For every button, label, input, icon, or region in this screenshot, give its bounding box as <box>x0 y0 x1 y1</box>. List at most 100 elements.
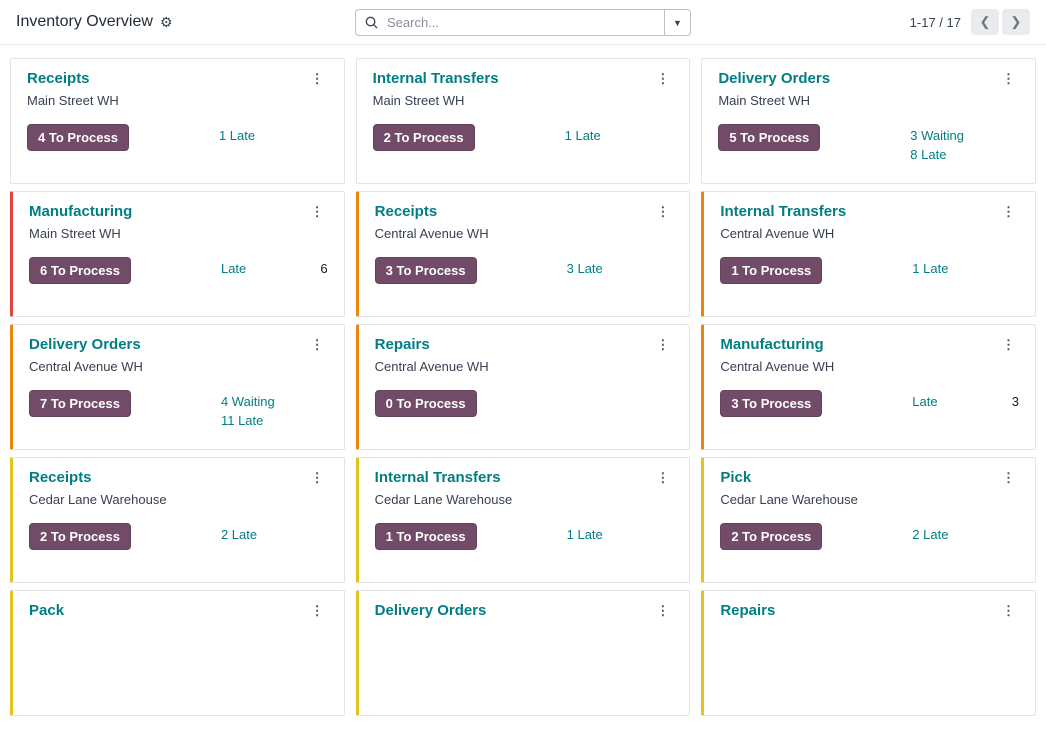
kebab-menu-icon[interactable]: ⋮ <box>1001 337 1015 352</box>
kebab-menu-icon[interactable]: ⋮ <box>310 470 324 485</box>
card-title-link[interactable]: Receipts <box>27 70 90 87</box>
kebab-menu-icon[interactable]: ⋮ <box>1001 603 1015 618</box>
kebab-menu-icon[interactable]: ⋮ <box>656 204 670 219</box>
card-header: Pack ⋮ <box>29 602 328 620</box>
card-title-link[interactable]: Internal Transfers <box>720 203 847 220</box>
card-links: 3 Late <box>567 257 603 276</box>
card-body-row <box>29 636 328 640</box>
status-link[interactable]: 11 Late <box>220 413 264 428</box>
card-links: 1 Late <box>565 124 601 143</box>
card-links: 4 Waiting 11 Late <box>221 390 275 428</box>
card-warehouse: Cedar Lane Warehouse <box>29 492 167 507</box>
pager-next-button[interactable]: ❯ <box>1002 9 1030 35</box>
card-header: Repairs ⋮ <box>375 336 674 354</box>
card-title-link[interactable]: Receipts <box>29 469 92 486</box>
status-link[interactable]: 3 Waiting <box>910 128 965 143</box>
to-process-button[interactable]: 2 To Process <box>29 523 131 550</box>
status-link[interactable]: 4 Waiting <box>220 394 275 409</box>
status-link[interactable]: 1 Late <box>564 128 601 143</box>
kebab-menu-icon[interactable]: ⋮ <box>310 204 324 219</box>
kebab-menu-icon[interactable]: ⋮ <box>656 337 670 352</box>
card-warehouse: Main Street WH <box>372 93 465 108</box>
card-title-link[interactable]: Pack <box>29 602 65 619</box>
to-process-button[interactable]: 3 To Process <box>374 257 477 284</box>
kebab-menu-icon[interactable]: ⋮ <box>310 71 324 86</box>
status-link[interactable]: Late <box>912 394 938 409</box>
page-title-text: Inventory Overview <box>16 13 153 30</box>
to-process-button[interactable]: 7 To Process <box>29 390 131 417</box>
card-title-link[interactable]: Internal Transfers <box>374 469 501 486</box>
card-links: 1 Late <box>219 124 255 143</box>
status-link[interactable]: Late <box>220 261 247 276</box>
kebab-menu-icon[interactable]: ⋮ <box>1001 71 1015 86</box>
card-warehouse: Cedar Lane Warehouse <box>374 492 513 507</box>
to-process-button[interactable]: 5 To Process <box>718 124 821 151</box>
to-process-button[interactable]: 4 To Process <box>27 124 129 151</box>
to-process-button[interactable]: 1 To Process <box>374 523 477 550</box>
operation-card: Manufacturing ⋮ Central Avenue WH 3 To P… <box>701 324 1036 450</box>
status-link[interactable]: 1 Late <box>566 527 603 542</box>
kebab-menu-icon[interactable]: ⋮ <box>1001 204 1015 219</box>
to-process-button[interactable]: 0 To Process <box>374 390 477 417</box>
search-icon <box>365 16 378 29</box>
card-warehouse: Cedar Lane Warehouse <box>720 492 858 507</box>
card-header: Receipts ⋮ <box>375 203 674 221</box>
status-link[interactable]: 8 Late <box>910 147 947 162</box>
gear-icon[interactable]: ⚙ <box>159 14 173 30</box>
search-dropdown-toggle[interactable]: ▼ <box>664 10 690 35</box>
card-title-link[interactable]: Repairs <box>374 336 430 353</box>
kebab-menu-icon[interactable]: ⋮ <box>310 603 324 618</box>
status-link[interactable]: 2 Late <box>912 527 949 542</box>
card-body-row: 4 To Process 1 Late <box>27 124 328 151</box>
card-title-link[interactable]: Delivery Orders <box>374 602 487 619</box>
card-header: Receipts ⋮ <box>29 469 328 487</box>
card-warehouse: Central Avenue WH <box>374 226 489 241</box>
to-process-button[interactable]: 3 To Process <box>720 390 823 417</box>
kebab-menu-icon[interactable]: ⋮ <box>656 71 670 86</box>
card-header: Internal Transfers ⋮ <box>720 203 1019 221</box>
card-title-link[interactable]: Repairs <box>720 602 776 619</box>
card-title-link[interactable]: Manufacturing <box>29 203 133 220</box>
late-count-value: 6 <box>320 261 328 276</box>
card-title-link[interactable]: Manufacturing <box>720 336 824 353</box>
card-header: Repairs ⋮ <box>720 602 1019 620</box>
card-body-row: 6 To Process Late 6 <box>29 257 328 284</box>
to-process-button[interactable]: 6 To Process <box>29 257 131 284</box>
pager: 1-17 / 17 ❮ ❯ <box>910 9 1030 35</box>
card-links: 2 Late <box>221 523 257 542</box>
kebab-menu-icon[interactable]: ⋮ <box>310 337 324 352</box>
card-title-link[interactable]: Pick <box>720 469 752 486</box>
operation-card: Delivery Orders ⋮ Main Street WH 5 To Pr… <box>701 58 1036 184</box>
kebab-menu-icon[interactable]: ⋮ <box>656 470 670 485</box>
card-header: Pick ⋮ <box>720 469 1019 487</box>
card-warehouse: Main Street WH <box>718 93 811 108</box>
card-warehouse: Central Avenue WH <box>29 359 143 374</box>
card-warehouse: Main Street WH <box>29 226 121 241</box>
card-body-row: 0 To Process <box>374 390 674 417</box>
to-process-button[interactable]: 2 To Process <box>720 523 823 550</box>
search-input[interactable] <box>385 14 655 31</box>
kebab-menu-icon[interactable]: ⋮ <box>1001 470 1015 485</box>
status-link[interactable]: 2 Late <box>220 527 258 542</box>
top-bar: Inventory Overview ⚙ ▼ 1-17 / 17 ❮ ❯ <box>0 0 1046 45</box>
operation-card: Receipts ⋮ Main Street WH 4 To Process 1… <box>10 58 345 184</box>
chevron-left-icon: ❮ <box>979 14 991 29</box>
card-title-link[interactable]: Delivery Orders <box>718 70 831 87</box>
card-warehouse: Main Street WH <box>27 93 119 108</box>
status-link[interactable]: 1 Late <box>218 128 256 143</box>
card-title-link[interactable]: Internal Transfers <box>372 70 499 87</box>
card-body-row: 1 To Process 1 Late <box>374 523 674 550</box>
caret-down-icon: ▼ <box>673 17 682 28</box>
status-link[interactable]: 3 Late <box>566 261 603 276</box>
operation-card: Delivery Orders ⋮ Central Avenue WH 7 To… <box>10 324 345 450</box>
card-warehouse: Central Avenue WH <box>720 359 835 374</box>
card-body-row: 7 To Process 4 Waiting 11 Late <box>29 390 328 428</box>
kebab-menu-icon[interactable]: ⋮ <box>656 603 670 618</box>
status-link[interactable]: 1 Late <box>912 261 949 276</box>
to-process-button[interactable]: 1 To Process <box>720 257 823 284</box>
pager-prev-button[interactable]: ❮ <box>971 9 999 35</box>
card-title-link[interactable]: Receipts <box>374 203 438 220</box>
pager-range: 1-17 / 17 <box>909 14 961 30</box>
to-process-button[interactable]: 2 To Process <box>372 124 475 151</box>
card-title-link[interactable]: Delivery Orders <box>29 336 141 353</box>
